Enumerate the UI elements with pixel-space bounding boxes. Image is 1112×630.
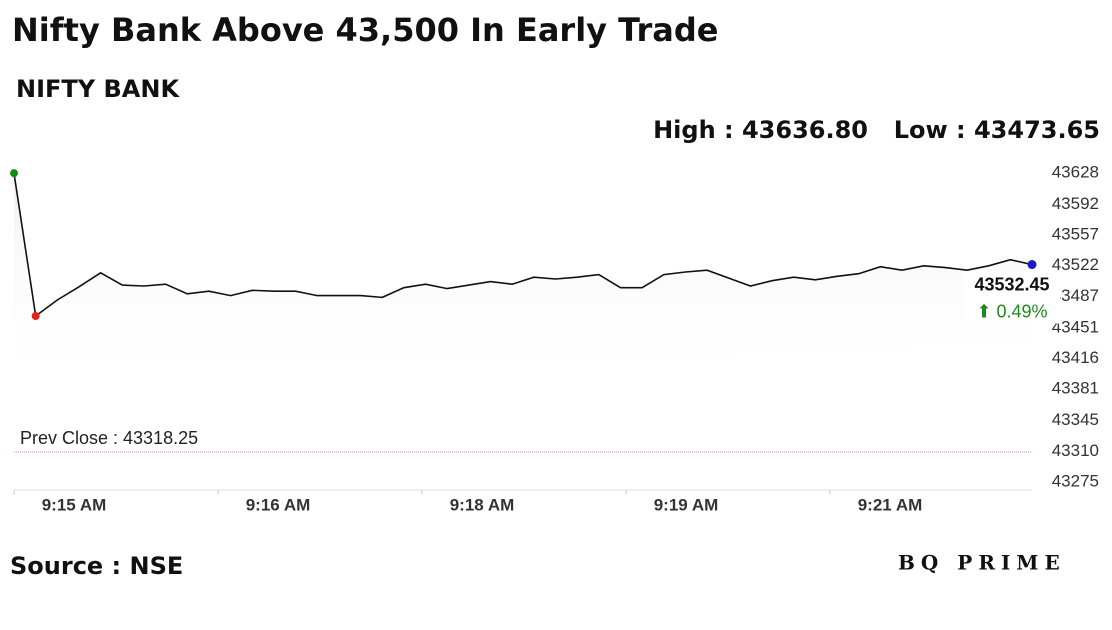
price-line [13,173,1033,318]
low-point [31,312,40,321]
x-tick-label: 9:15 AM [42,495,107,514]
chart-title: Nifty Bank Above 43,500 In Early Trade [12,11,718,49]
chart-subtitle: NIFTY BANK [16,75,180,103]
y-tick-label: 43416 [1052,348,1099,367]
last-value-label: 43532.45 [974,274,1049,294]
x-tick-label: 9:21 AM [858,495,923,514]
area-shade [14,173,1032,390]
y-tick-label: 43310 [1052,441,1099,460]
logo: BQ PRIME [898,551,1066,575]
x-tick-label: 9:18 AM [450,495,515,514]
last-label-bg [964,271,1060,324]
y-tick-label: 43487 [1052,286,1099,305]
y-tick-label: 43557 [1052,225,1099,244]
x-tick-label: 9:19 AM [654,495,719,514]
y-tick-label: 43381 [1052,379,1099,398]
change-label: ⬆ 0.49% [976,301,1047,321]
last-point [1027,260,1037,270]
y-tick-label: 43451 [1052,317,1099,336]
y-tick-label: 43275 [1052,471,1099,490]
y-tick-label: 43592 [1052,194,1099,213]
low-label: Low : 43473.65 [894,116,1100,144]
y-tick-label: 43628 [1052,162,1099,181]
high-point [10,169,18,178]
source: Source : NSE [10,552,183,580]
x-tick-label: 9:16 AM [246,495,311,514]
y-tick-label: 43345 [1052,410,1099,429]
high-label: High : 43636.80 [653,116,868,144]
y-tick-label: 43522 [1052,255,1099,274]
prev-close-label: Prev Close : 43318.25 [20,428,198,448]
